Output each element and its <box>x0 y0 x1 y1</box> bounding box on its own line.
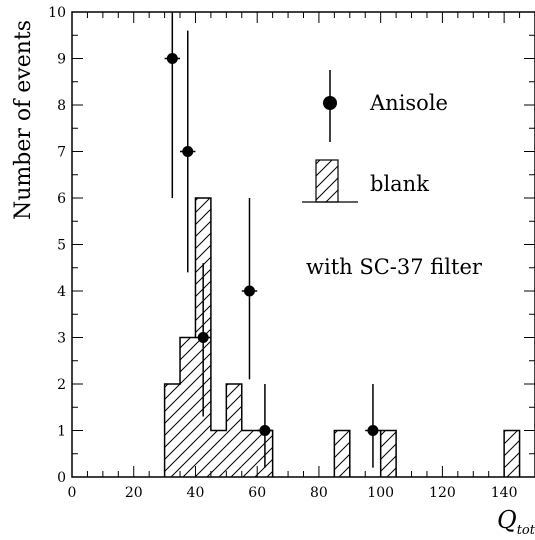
y-tick-label: 7 <box>57 145 66 161</box>
histogram-bar <box>164 384 181 477</box>
anisole-point <box>166 53 178 64</box>
x-tick-label: 120 <box>429 485 456 501</box>
x-tick-label: 20 <box>125 485 143 501</box>
x-axis-title: Qtot <box>497 506 535 538</box>
x-axis-title-sub: tot <box>517 523 535 538</box>
legend-anisole-marker <box>323 96 337 110</box>
histogram-bar <box>334 430 350 477</box>
legend-anisole-label: Anisole <box>369 91 448 115</box>
x-axis-title-main: Q <box>497 506 517 534</box>
y-tick-label: 3 <box>57 331 66 347</box>
y-tick-label: 4 <box>57 284 66 300</box>
blank-histogram <box>163 197 521 477</box>
y-tick-label: 8 <box>57 98 66 114</box>
histogram-outline <box>163 197 521 477</box>
y-tick-label: 10 <box>48 5 66 21</box>
histogram-bar <box>226 384 242 477</box>
y-tick-label: 9 <box>57 52 66 68</box>
legend-blank-swatch <box>315 159 339 203</box>
anisole-point <box>243 285 255 297</box>
anisole-point <box>197 332 209 343</box>
y-tick-labels: 0 1 2 3 4 5 6 7 8 9 10 <box>48 5 66 486</box>
histogram-bar <box>210 430 227 477</box>
histogram-bar <box>504 430 520 477</box>
x-tick-label: 140 <box>491 485 518 501</box>
anisole-point <box>182 146 194 157</box>
legend: Anisole blank with SC-37 filter <box>302 70 483 279</box>
histogram-bar <box>180 337 196 477</box>
x-tick-labels: 0 20 40 60 80 100 120 140 <box>68 485 518 501</box>
histogram-bar <box>241 430 258 477</box>
anisole-points <box>164 12 381 468</box>
y-tick-label: 0 <box>57 470 66 486</box>
plot-frame <box>71 11 535 478</box>
legend-note: with SC-37 filter <box>306 255 483 279</box>
legend-blank-label: blank <box>370 172 429 196</box>
y-axis-title: Number of events <box>11 20 36 220</box>
x-tick-label: 40 <box>187 485 205 501</box>
histogram-bar <box>380 430 397 477</box>
axis-ticks <box>71 11 535 478</box>
x-tick-label: 80 <box>310 485 328 501</box>
y-tick-label: 1 <box>57 424 66 440</box>
y-tick-label: 2 <box>57 377 66 393</box>
y-tick-label: 6 <box>57 191 66 207</box>
anisole-point <box>259 425 271 436</box>
x-tick-label: 100 <box>367 485 394 501</box>
anisole-point <box>367 425 379 436</box>
x-tick-label: 0 <box>68 485 77 501</box>
y-tick-label: 5 <box>57 238 66 254</box>
x-tick-label: 60 <box>248 485 266 501</box>
